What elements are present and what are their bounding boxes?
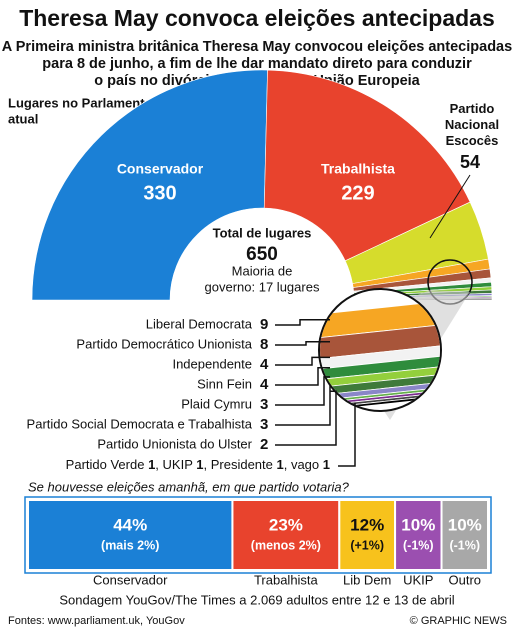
poll-change: (-1%) xyxy=(449,538,480,552)
poll-value: 23% xyxy=(269,515,303,534)
party-name: vago xyxy=(291,457,323,472)
poll-category: Trabalhista xyxy=(254,572,319,587)
leader xyxy=(275,376,330,406)
leader xyxy=(275,367,330,386)
total-label: Total de lugares xyxy=(213,225,312,240)
seat-segment xyxy=(31,69,268,301)
party-seats: 3 xyxy=(260,416,268,433)
party-seats: 1 xyxy=(148,457,155,472)
party-name: UKIP xyxy=(163,457,197,472)
segment-label: Partido Nacional Escocês xyxy=(445,101,499,148)
party-seats: 1 xyxy=(323,457,330,472)
total-value: 650 xyxy=(246,244,278,265)
poll-category: Conservador xyxy=(93,572,168,587)
party-seats: 8 xyxy=(260,336,268,353)
stacked-bar: 44% (mais 2%) Conservador 23% (menos 2%) Trab… xyxy=(24,496,492,587)
title: Theresa May convoca eleições antecipadas xyxy=(19,5,495,31)
party-seats: 4 xyxy=(260,356,269,373)
chart-title: Se houvesse eleições amanhã, em que part… xyxy=(28,479,350,494)
source: Fontes: www.parliament.uk, YouGov xyxy=(8,615,185,627)
chart-title: Lugares no Parlamento xyxy=(8,95,153,110)
party-name: Plaid Cymru xyxy=(181,396,252,411)
party-seats: 3 xyxy=(260,396,268,413)
poll-category: UKIP xyxy=(403,572,433,587)
party-seats: 4 xyxy=(260,376,269,393)
poll-change: (mais 2%) xyxy=(101,538,159,552)
poll-bar xyxy=(231,499,341,571)
poll-change: (+1%) xyxy=(350,538,384,552)
leader xyxy=(338,402,356,467)
chart-title: atual xyxy=(8,111,38,126)
poll-change: (-1%) xyxy=(403,538,434,552)
leader xyxy=(275,390,337,446)
party-line: Partido Verde 1, UKIP 1, Presidente 1, v… xyxy=(66,457,330,472)
party-seats: 1 xyxy=(276,457,283,472)
leader xyxy=(275,341,330,346)
segment-label: Trabalhista xyxy=(321,161,395,177)
poll-value: 12% xyxy=(350,515,384,534)
poll-category: Lib Dem xyxy=(343,572,391,587)
leader xyxy=(275,384,331,426)
leader xyxy=(429,174,471,239)
segment-value: 229 xyxy=(341,182,374,204)
segment-value: 54 xyxy=(460,152,480,172)
party-name: Independente xyxy=(172,356,252,371)
party-seats: 9 xyxy=(260,316,268,333)
leader xyxy=(275,356,330,366)
segment-value: 330 xyxy=(143,182,176,204)
poll-change: (menos 2%) xyxy=(251,538,321,552)
poll-value: 10% xyxy=(401,515,435,534)
party-name: Partido Social Democrata e Trabalhista xyxy=(27,416,253,431)
annotation: Maioria de xyxy=(232,263,293,278)
annotation: governo: 17 lugares xyxy=(205,279,320,294)
seat-segment xyxy=(263,69,471,262)
poll-value: 10% xyxy=(448,515,482,534)
segment-label: Conservador xyxy=(117,161,204,177)
leader xyxy=(275,318,330,326)
credit: © GRAPHIC NEWS xyxy=(410,615,507,627)
poll-bar xyxy=(338,499,397,571)
semi-donut: Conservador 330 Trabalhista 229 Partido Nacio… xyxy=(27,69,499,472)
poll-bar xyxy=(27,499,234,571)
party-name: Partido Democrático Unionista xyxy=(76,336,252,351)
party-name: Presidente xyxy=(211,457,277,472)
poll-category: Outro xyxy=(449,572,482,587)
poll-value: 44% xyxy=(113,515,147,534)
poll-bar xyxy=(440,499,489,571)
party-seats: 2 xyxy=(260,436,268,453)
party-name: Liberal Democrata xyxy=(146,316,253,331)
note: Sondagem YouGov/The Times a 2.069 adulto… xyxy=(59,592,454,607)
party-name: Partido Verde xyxy=(66,457,148,472)
poll-bar xyxy=(394,499,443,571)
party-seats: 1 xyxy=(196,457,203,472)
zoom-stripes xyxy=(320,300,440,410)
subtitle: A Primeira ministra britânica Theresa Ma… xyxy=(2,39,512,55)
party-name: Partido Unionista do Ulster xyxy=(97,436,252,451)
subtitle: para 8 de junho, a fim de lhe dar mandat… xyxy=(42,56,472,72)
party-name: Sinn Fein xyxy=(197,376,252,391)
poll-frame xyxy=(24,496,492,574)
